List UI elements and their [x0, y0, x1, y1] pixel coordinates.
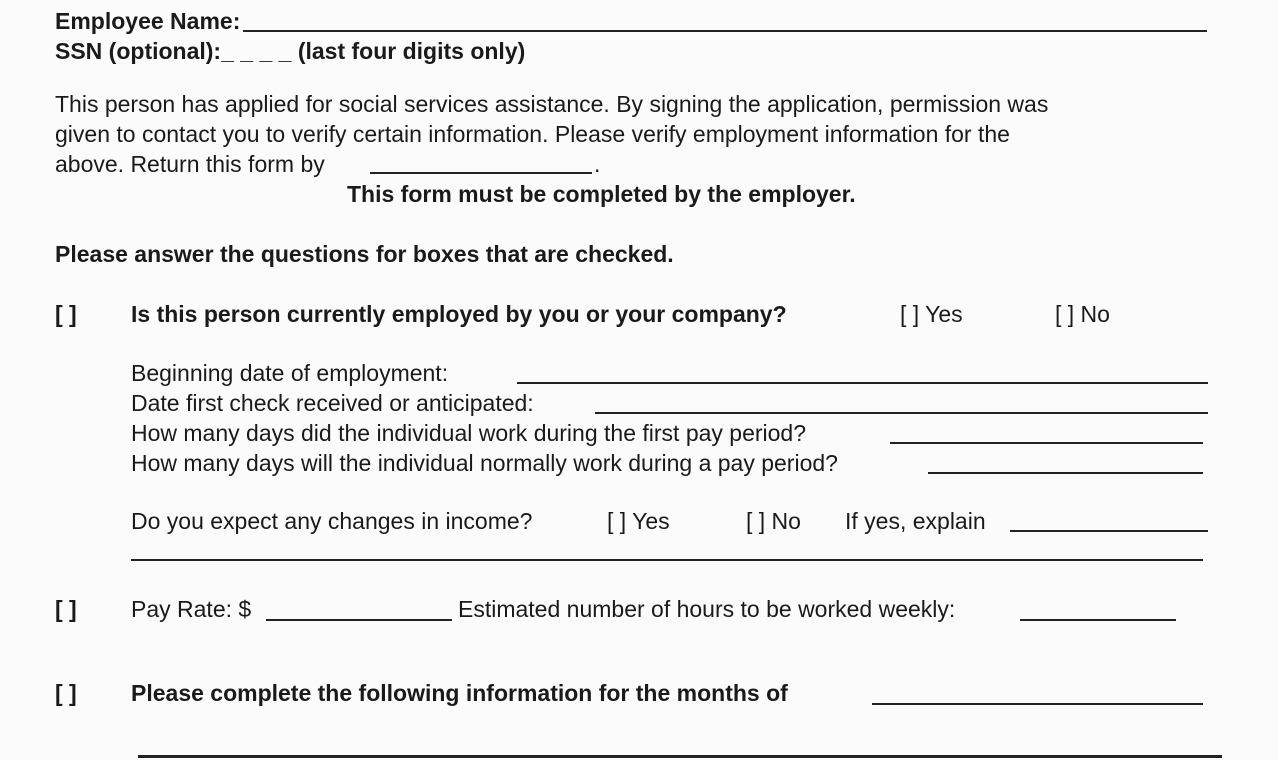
explain-field-continued[interactable] [131, 559, 1203, 561]
intro-line-1: This person has applied for social servi… [55, 91, 1049, 117]
intro-line-2: given to contact you to verify certain i… [55, 121, 1010, 147]
hours-label: Estimated number of hours to be worked w… [458, 596, 956, 622]
return-date-field[interactable] [370, 172, 592, 174]
section2-checkbox[interactable]: [ ] [55, 596, 77, 622]
income-change-question: Do you expect any changes in income? [131, 508, 533, 534]
employed-question: Is this person currently employed by you… [131, 301, 787, 327]
first-check-field[interactable] [595, 412, 1208, 414]
instructions: Please answer the questions for boxes th… [55, 241, 674, 267]
explain-label: If yes, explain [845, 508, 986, 534]
intro-line-3: above. Return this form by [55, 151, 325, 177]
employee-name-label: Employee Name: [55, 8, 241, 34]
first-period-days-label: How many days did the individual work du… [131, 420, 807, 446]
months-field[interactable] [872, 703, 1203, 705]
period: . [594, 151, 601, 177]
ssn-field[interactable]: _ _ _ _ [221, 38, 292, 64]
hours-field[interactable] [1020, 619, 1176, 621]
pay-rate-field[interactable] [266, 619, 452, 621]
table-top-rule [138, 755, 1222, 758]
months-label: Please complete the following informatio… [131, 680, 788, 706]
begin-date-field[interactable] [517, 382, 1208, 384]
normal-days-field[interactable] [928, 472, 1203, 474]
employed-yes-checkbox[interactable]: [ ] Yes [900, 301, 963, 327]
normal-days-label: How many days will the individual normal… [131, 450, 838, 476]
begin-date-label: Beginning date of employment: [131, 360, 449, 386]
employee-name-field[interactable] [243, 30, 1207, 32]
section3-checkbox[interactable]: [ ] [55, 680, 77, 706]
employer-notice: This form must be completed by the emplo… [347, 181, 856, 207]
income-change-yes-checkbox[interactable]: [ ] Yes [607, 508, 670, 534]
employed-no-checkbox[interactable]: [ ] No [1055, 301, 1110, 327]
first-check-label: Date first check received or anticipated… [131, 390, 534, 416]
explain-field[interactable] [1010, 530, 1208, 532]
income-change-no-checkbox[interactable]: [ ] No [746, 508, 801, 534]
ssn-label: SSN (optional):_ _ _ _ (last four digits… [55, 38, 526, 64]
first-period-days-field[interactable] [890, 442, 1203, 444]
section1-checkbox[interactable]: [ ] [55, 301, 77, 327]
pay-rate-label: Pay Rate: $ [131, 596, 252, 622]
